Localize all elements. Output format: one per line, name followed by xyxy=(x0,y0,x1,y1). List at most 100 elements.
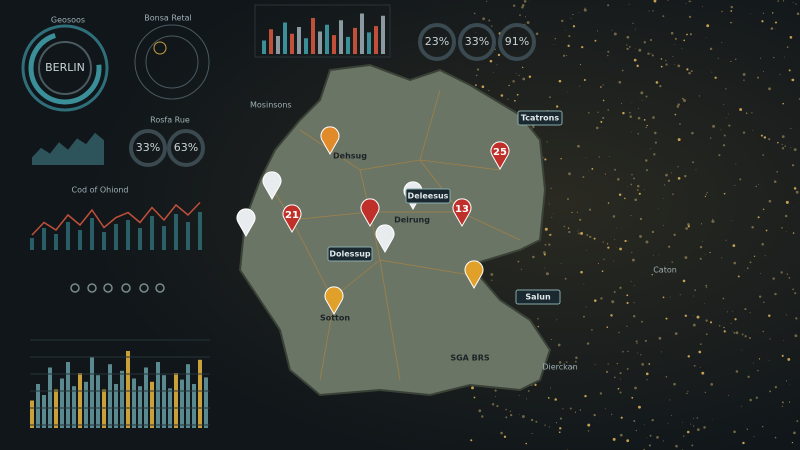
light-dot xyxy=(786,231,787,232)
light-dot xyxy=(630,280,632,282)
light-dot xyxy=(500,431,503,435)
light-dot xyxy=(785,314,787,316)
bar xyxy=(54,389,58,428)
light-dot xyxy=(706,191,708,194)
light-dot xyxy=(784,214,788,218)
light-dot xyxy=(622,350,624,353)
light-dot xyxy=(695,169,697,171)
light-dot xyxy=(619,433,623,437)
light-dot xyxy=(473,396,476,399)
light-dot xyxy=(482,17,486,21)
bar-panel xyxy=(254,4,391,58)
light-dot xyxy=(786,380,787,382)
light-dot xyxy=(687,390,689,392)
bar xyxy=(138,228,142,250)
bar xyxy=(48,367,52,428)
light-dot xyxy=(793,187,797,190)
light-dot xyxy=(503,435,507,438)
light-dot xyxy=(589,235,592,239)
light-dot xyxy=(663,225,664,227)
light-dot xyxy=(544,158,547,161)
light-dot xyxy=(758,183,759,185)
light-dot xyxy=(727,113,729,115)
light-dot xyxy=(521,66,524,69)
light-dot xyxy=(593,237,596,240)
light-dot xyxy=(583,8,587,12)
light-dot xyxy=(597,263,599,265)
light-dot xyxy=(659,84,662,88)
light-dot xyxy=(607,50,610,53)
light-dot xyxy=(478,409,482,413)
gauge-ring xyxy=(129,129,167,167)
light-dot xyxy=(630,131,632,133)
light-dot xyxy=(632,315,636,318)
light-dot xyxy=(634,198,638,202)
pin-label: 25 xyxy=(493,147,507,158)
light-dot xyxy=(758,358,761,360)
light-dot xyxy=(647,52,650,55)
light-dot xyxy=(568,172,571,176)
light-dot xyxy=(607,202,610,204)
light-dot xyxy=(730,5,733,9)
light-dot xyxy=(679,294,681,296)
light-dot xyxy=(636,189,639,191)
bar xyxy=(150,381,154,428)
light-dot xyxy=(692,425,695,427)
light-dot xyxy=(795,3,797,5)
light-dot xyxy=(753,362,755,364)
light-dot xyxy=(725,239,727,241)
light-dot xyxy=(574,360,577,363)
bar xyxy=(269,29,273,54)
light-dot xyxy=(611,413,613,415)
light-dot xyxy=(703,426,706,429)
light-dot xyxy=(611,300,615,304)
light-dot xyxy=(530,418,534,422)
light-dot xyxy=(572,366,574,369)
light-dot xyxy=(580,270,583,274)
light-dot xyxy=(684,174,687,178)
light-dot xyxy=(677,138,681,142)
light-dot xyxy=(593,299,597,302)
map-label: Dehsug xyxy=(333,152,367,161)
light-dot xyxy=(683,39,686,42)
small-circles xyxy=(70,283,165,293)
light-dot xyxy=(768,138,771,141)
light-dot xyxy=(569,407,572,410)
light-dot xyxy=(644,339,647,343)
bar xyxy=(198,359,202,428)
light-dot xyxy=(606,326,609,329)
light-dot xyxy=(585,157,587,158)
light-dot xyxy=(607,363,609,365)
light-dot xyxy=(578,232,580,235)
map-label: SGA BRS xyxy=(450,354,490,363)
light-dot xyxy=(628,3,630,5)
light-dot xyxy=(643,423,645,425)
light-dot xyxy=(667,422,669,424)
light-dot xyxy=(544,424,546,426)
bar xyxy=(156,362,160,428)
light-dot xyxy=(790,128,792,129)
light-dot xyxy=(518,74,520,76)
light-dot xyxy=(643,41,646,44)
light-dot xyxy=(639,217,643,221)
light-dot xyxy=(586,342,590,345)
light-dot xyxy=(728,394,729,396)
light-dot xyxy=(679,123,681,125)
light-dot xyxy=(652,116,655,119)
light-dot xyxy=(645,240,649,244)
light-dot xyxy=(579,218,582,222)
light-dot xyxy=(786,273,789,275)
light-dot xyxy=(686,68,689,71)
light-dot xyxy=(624,239,627,243)
light-dot xyxy=(607,55,609,57)
light-dot xyxy=(744,308,747,311)
light-dot xyxy=(704,302,705,304)
light-dot xyxy=(788,69,791,72)
light-dot xyxy=(780,271,783,274)
light-dot xyxy=(594,364,596,366)
light-dot xyxy=(723,326,725,329)
bar xyxy=(72,386,76,428)
light-dot xyxy=(617,178,620,181)
light-dot xyxy=(704,391,707,394)
